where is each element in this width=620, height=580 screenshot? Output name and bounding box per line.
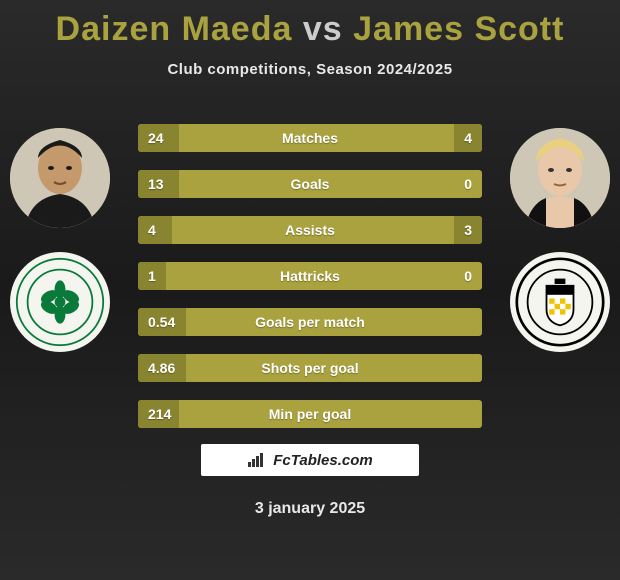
- source-badge: FcTables.com: [201, 444, 419, 476]
- subtitle: Club competitions, Season 2024/2025: [0, 61, 620, 78]
- title-player2: James Scott: [353, 10, 564, 48]
- stat-label: Matches: [138, 124, 482, 152]
- player2-avatar: [510, 128, 610, 228]
- stat-label: Shots per goal: [138, 354, 482, 382]
- avatar-silhouette-icon: [10, 128, 110, 228]
- title-vs: vs: [303, 10, 343, 48]
- player2-club-crest: [510, 252, 610, 352]
- comparison-title: Daizen Maeda vs James Scott: [0, 0, 620, 49]
- stat-row: 130Goals: [138, 170, 482, 198]
- title-player1: Daizen Maeda: [56, 10, 293, 48]
- stat-row: 4.86Shots per goal: [138, 354, 482, 382]
- stat-row: 214Min per goal: [138, 400, 482, 428]
- stat-bars: 244Matches 130Goals 43Assists 10Hattricks 0.…: [138, 124, 482, 428]
- badge-text: FcTables.com: [273, 452, 372, 469]
- stat-row: 43Assists: [138, 216, 482, 244]
- stat-label: Min per goal: [138, 400, 482, 428]
- stat-row: 244Matches: [138, 124, 482, 152]
- player1-club-crest: [10, 252, 110, 352]
- player1-avatar: [10, 128, 110, 228]
- stat-row: 0.54Goals per match: [138, 308, 482, 336]
- celtic-crest-icon: [15, 257, 105, 347]
- stat-row: 10Hattricks: [138, 262, 482, 290]
- fctables-logo-icon: [247, 453, 267, 467]
- stat-label: Goals: [138, 170, 482, 198]
- stat-label: Goals per match: [138, 308, 482, 336]
- stmirren-crest-icon: [515, 257, 605, 347]
- avatar-silhouette-icon: [510, 128, 610, 228]
- stat-label: Hattricks: [138, 262, 482, 290]
- date: 3 january 2025: [0, 500, 620, 518]
- stat-label: Assists: [138, 216, 482, 244]
